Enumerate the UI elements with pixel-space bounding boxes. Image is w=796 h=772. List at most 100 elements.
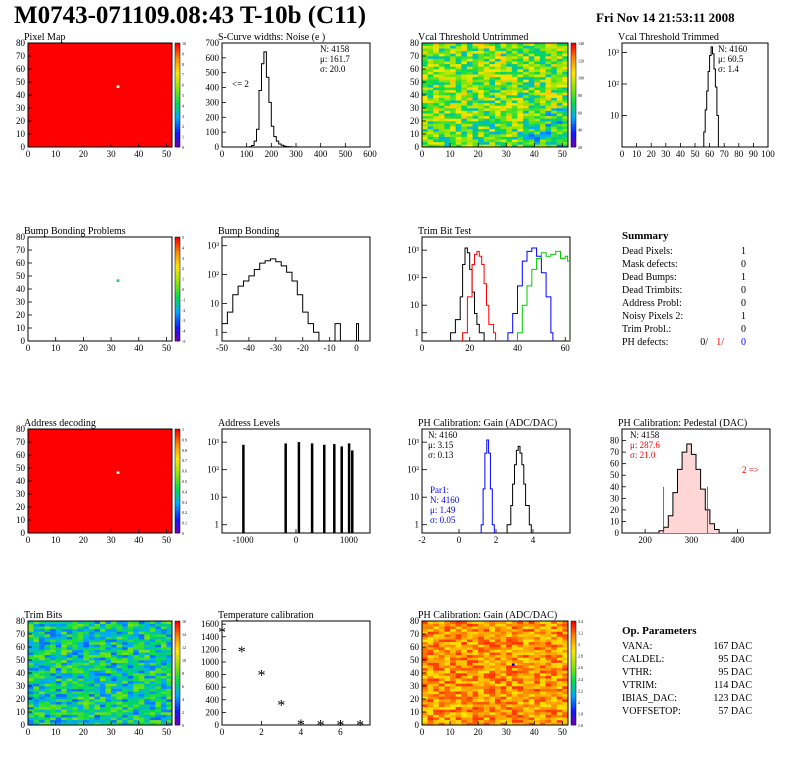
heatmap-cell — [466, 623, 473, 627]
heatmap-cell — [506, 699, 513, 702]
heatmap-cell — [444, 706, 451, 710]
heatmap-cell — [523, 644, 529, 648]
heatmap-cell — [133, 719, 140, 723]
heatmap-cell — [500, 662, 507, 666]
heatmap-cell — [466, 110, 473, 114]
heatmap-cell — [506, 100, 513, 104]
heatmap-cell — [166, 654, 173, 658]
heatmap-cell — [133, 647, 140, 650]
heatmap-cell — [517, 82, 524, 85]
heatmap-cell — [539, 654, 546, 658]
heatmap-cell — [466, 141, 473, 145]
heatmap-cell — [455, 717, 462, 721]
heatmap-cell — [422, 71, 428, 75]
colorbar-segment — [175, 113, 180, 117]
heatmap-cell — [562, 712, 569, 715]
colorbar-segment — [571, 139, 576, 143]
heatmap-cell — [127, 675, 134, 679]
heatmap-cell — [422, 678, 428, 682]
heatmap-cell — [61, 712, 68, 715]
heatmap-cell — [133, 722, 140, 726]
heatmap-cell — [72, 623, 79, 627]
heatmap-cell — [466, 100, 473, 104]
heatmap-cell — [534, 92, 541, 96]
heatmap-cell — [478, 706, 485, 710]
colorbar-segment — [175, 118, 180, 122]
heatmap-cell — [160, 657, 167, 661]
heatmap-cell — [511, 87, 518, 91]
heatmap-cell — [556, 621, 563, 624]
heatmap-cell — [111, 626, 117, 630]
stats-text: σ: 21.0 — [630, 450, 656, 460]
heatmap-cell — [116, 714, 123, 718]
op-params-title: Op. Parameters — [622, 625, 697, 637]
y-tick-label: 20 — [16, 694, 26, 704]
heatmap-cell — [444, 686, 451, 689]
heatmap-cell — [528, 644, 535, 648]
heatmap-cell — [511, 691, 518, 695]
heatmap-cell — [155, 683, 162, 687]
heatmap-cell — [545, 144, 552, 148]
summary-label: Mask defects: — [622, 259, 678, 270]
heatmap-cell — [427, 719, 434, 723]
heatmap-cell — [127, 634, 134, 637]
y-tick-label: 10³ — [407, 245, 419, 255]
heatmap-cell — [427, 667, 434, 671]
heatmap-cell — [455, 699, 462, 702]
heatmap-cell — [517, 636, 524, 640]
heatmap-cell — [455, 628, 462, 632]
heatmap-cell — [138, 691, 145, 695]
heatmap-cell — [100, 649, 106, 653]
heatmap-cell — [455, 704, 462, 708]
heatmap-cell — [55, 699, 62, 702]
heatmap-cell — [155, 712, 162, 715]
heatmap-cell — [455, 87, 462, 91]
heatmap-cell — [523, 105, 529, 109]
heatmap-cell — [466, 139, 473, 143]
heatmap-cell — [427, 53, 434, 57]
heatmap-cell — [539, 128, 546, 132]
heatmap-cell — [28, 641, 34, 645]
heatmap-cell — [444, 121, 451, 124]
y-tick-label: 10 — [610, 110, 620, 120]
heatmap-cell — [433, 115, 440, 119]
heatmap-cell — [461, 628, 468, 632]
heatmap-cell — [105, 714, 112, 718]
heatmap-cell — [489, 717, 496, 721]
colorbar-tick-label: 0.8 — [182, 448, 187, 453]
heatmap-cell — [506, 673, 513, 676]
heatmap-cell — [88, 626, 95, 630]
heatmap-cell — [489, 108, 496, 111]
heatmap-cell — [422, 667, 428, 671]
heatmap-cell — [511, 704, 518, 708]
heatmap-cell — [472, 141, 479, 145]
heatmap-cell — [534, 89, 541, 93]
heatmap-cell — [160, 712, 167, 715]
heatmap-cell — [455, 61, 462, 65]
heatmap-cell — [556, 709, 563, 713]
heatmap-cell — [116, 652, 123, 656]
heatmap-cell — [94, 623, 101, 627]
heatmap-cell — [551, 649, 558, 653]
heatmap-cell — [466, 97, 473, 101]
heatmap-cell — [427, 706, 434, 710]
heatmap-cell — [489, 621, 496, 624]
x-tick-label: 40 — [530, 727, 540, 737]
heatmap-cell — [539, 639, 546, 643]
heatmap-cell — [160, 644, 167, 648]
heatmap-cell — [466, 626, 473, 630]
colorbar-segment — [175, 273, 180, 277]
heatmap-cell — [111, 621, 117, 624]
heatmap-cell — [33, 712, 40, 715]
colorbar-segment — [571, 709, 576, 713]
heatmap-cell — [523, 641, 529, 645]
heatmap-cell — [444, 657, 451, 661]
heatmap-cell — [28, 722, 34, 726]
heatmap-cell — [545, 58, 552, 62]
heatmap-cell — [500, 649, 507, 653]
heatmap-cell — [562, 87, 569, 91]
heatmap-cell — [83, 670, 90, 674]
heatmap-cell — [489, 45, 496, 49]
colorbar-segment — [175, 255, 180, 259]
heatmap-cell — [500, 626, 507, 630]
